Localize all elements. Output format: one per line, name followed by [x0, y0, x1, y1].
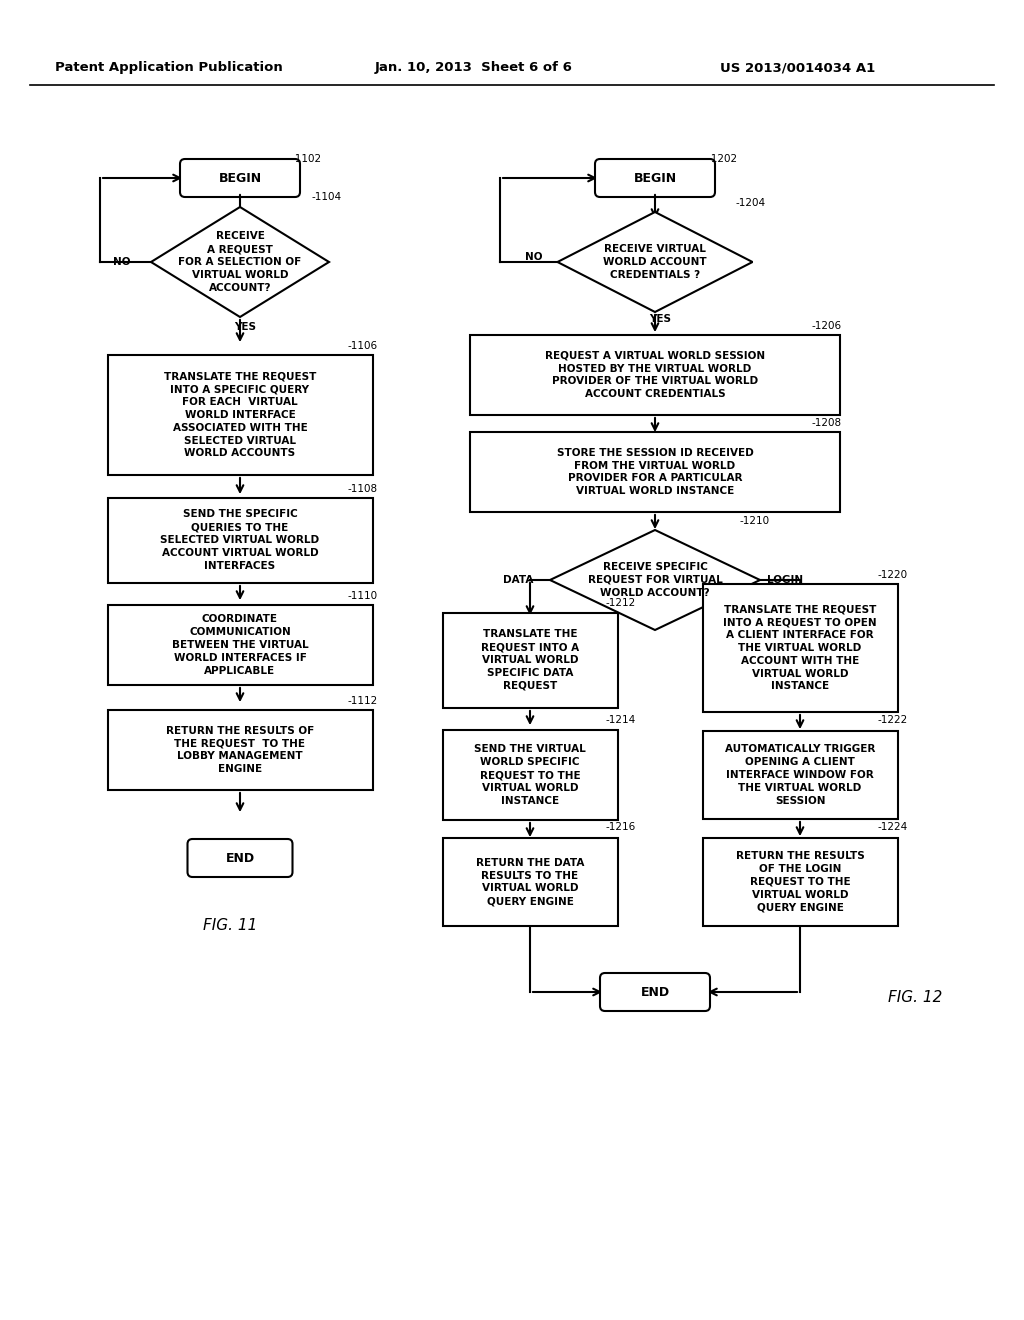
- Text: YES: YES: [234, 322, 256, 333]
- Polygon shape: [557, 213, 753, 312]
- Text: AUTOMATICALLY TRIGGER
OPENING A CLIENT
INTERFACE WINDOW FOR
THE VIRTUAL WORLD
SE: AUTOMATICALLY TRIGGER OPENING A CLIENT I…: [725, 744, 876, 805]
- Text: LOGIN: LOGIN: [767, 576, 803, 585]
- Bar: [108, 498, 373, 582]
- Text: TRANSLATE THE REQUEST
INTO A SPECIFIC QUERY
FOR EACH  VIRTUAL
WORLD INTERFACE
AS: TRANSLATE THE REQUEST INTO A SPECIFIC QU…: [164, 372, 316, 458]
- Text: -1112: -1112: [347, 696, 377, 706]
- Text: -1216: -1216: [605, 822, 635, 832]
- Bar: [470, 335, 840, 414]
- Polygon shape: [550, 531, 760, 630]
- Text: FIG. 12: FIG. 12: [888, 990, 942, 1005]
- Text: RECEIVE SPECIFIC
REQUEST FOR VIRTUAL
WORLD ACCOUNT?: RECEIVE SPECIFIC REQUEST FOR VIRTUAL WOR…: [588, 562, 722, 598]
- Bar: [702, 731, 897, 818]
- Text: YES: YES: [649, 314, 671, 323]
- Text: -1202: -1202: [707, 154, 737, 164]
- Bar: [108, 710, 373, 789]
- Text: NO: NO: [113, 257, 130, 267]
- Text: Jan. 10, 2013  Sheet 6 of 6: Jan. 10, 2013 Sheet 6 of 6: [375, 62, 572, 74]
- Text: Patent Application Publication: Patent Application Publication: [55, 62, 283, 74]
- Text: SEND THE SPECIFIC
QUERIES TO THE
SELECTED VIRTUAL WORLD
ACCOUNT VIRTUAL WORLD
IN: SEND THE SPECIFIC QUERIES TO THE SELECTE…: [161, 510, 319, 570]
- Text: -1106: -1106: [347, 341, 377, 351]
- Text: -1110: -1110: [347, 591, 377, 601]
- Text: -1222: -1222: [878, 715, 908, 725]
- FancyBboxPatch shape: [187, 840, 293, 876]
- Bar: [108, 605, 373, 685]
- Bar: [702, 583, 897, 711]
- Text: -1206: -1206: [812, 321, 842, 331]
- Text: US 2013/0014034 A1: US 2013/0014034 A1: [720, 62, 876, 74]
- Text: -1224: -1224: [878, 822, 908, 832]
- Text: -1214: -1214: [605, 715, 635, 725]
- Bar: [108, 355, 373, 475]
- Text: BEGIN: BEGIN: [634, 172, 677, 185]
- Text: REQUEST A VIRTUAL WORLD SESSION
HOSTED BY THE VIRTUAL WORLD
PROVIDER OF THE VIRT: REQUEST A VIRTUAL WORLD SESSION HOSTED B…: [545, 351, 765, 399]
- Polygon shape: [151, 207, 329, 317]
- Text: -1210: -1210: [740, 516, 770, 525]
- Text: -1212: -1212: [605, 598, 635, 609]
- Bar: [442, 612, 617, 708]
- Text: END: END: [640, 986, 670, 998]
- FancyBboxPatch shape: [600, 973, 710, 1011]
- Text: COORDINATE
COMMUNICATION
BETWEEN THE VIRTUAL
WORLD INTERFACES IF
APPLICABLE: COORDINATE COMMUNICATION BETWEEN THE VIR…: [172, 614, 308, 676]
- Text: TRANSLATE THE REQUEST
INTO A REQUEST TO OPEN
A CLIENT INTERFACE FOR
THE VIRTUAL : TRANSLATE THE REQUEST INTO A REQUEST TO …: [723, 605, 877, 692]
- Text: RECEIVE
A REQUEST
FOR A SELECTION OF
VIRTUAL WORLD
ACCOUNT?: RECEIVE A REQUEST FOR A SELECTION OF VIR…: [178, 231, 302, 293]
- Text: TRANSLATE THE
REQUEST INTO A
VIRTUAL WORLD
SPECIFIC DATA
REQUEST: TRANSLATE THE REQUEST INTO A VIRTUAL WOR…: [481, 630, 579, 690]
- Text: RETURN THE RESULTS OF
THE REQUEST  TO THE
LOBBY MANAGEMENT
ENGINE: RETURN THE RESULTS OF THE REQUEST TO THE…: [166, 726, 314, 775]
- Bar: [442, 730, 617, 820]
- Text: NO: NO: [525, 252, 543, 261]
- Text: DATA: DATA: [503, 576, 534, 585]
- Text: -1108: -1108: [347, 484, 377, 494]
- Text: -1220: -1220: [878, 570, 908, 579]
- FancyBboxPatch shape: [595, 158, 715, 197]
- Text: -1208: -1208: [812, 418, 842, 428]
- Text: RETURN THE RESULTS
OF THE LOGIN
REQUEST TO THE
VIRTUAL WORLD
QUERY ENGINE: RETURN THE RESULTS OF THE LOGIN REQUEST …: [735, 851, 864, 912]
- Text: RECEIVE VIRTUAL
WORLD ACCOUNT
CREDENTIALS ?: RECEIVE VIRTUAL WORLD ACCOUNT CREDENTIAL…: [603, 244, 707, 280]
- FancyBboxPatch shape: [180, 158, 300, 197]
- Text: RETURN THE DATA
RESULTS TO THE
VIRTUAL WORLD
QUERY ENGINE: RETURN THE DATA RESULTS TO THE VIRTUAL W…: [476, 858, 584, 907]
- Text: -1104: -1104: [312, 191, 342, 202]
- Text: FIG. 11: FIG. 11: [203, 917, 257, 933]
- Text: STORE THE SESSION ID RECEIVED
FROM THE VIRTUAL WORLD
PROVIDER FOR A PARTICULAR
V: STORE THE SESSION ID RECEIVED FROM THE V…: [557, 447, 754, 496]
- Text: -1102: -1102: [292, 154, 323, 164]
- Bar: [702, 838, 897, 927]
- Text: END: END: [225, 851, 255, 865]
- Text: SEND THE VIRTUAL
WORLD SPECIFIC
REQUEST TO THE
VIRTUAL WORLD
INSTANCE: SEND THE VIRTUAL WORLD SPECIFIC REQUEST …: [474, 744, 586, 805]
- Text: BEGIN: BEGIN: [218, 172, 261, 185]
- Text: -1204: -1204: [735, 198, 765, 209]
- Bar: [470, 432, 840, 512]
- Bar: [442, 838, 617, 927]
